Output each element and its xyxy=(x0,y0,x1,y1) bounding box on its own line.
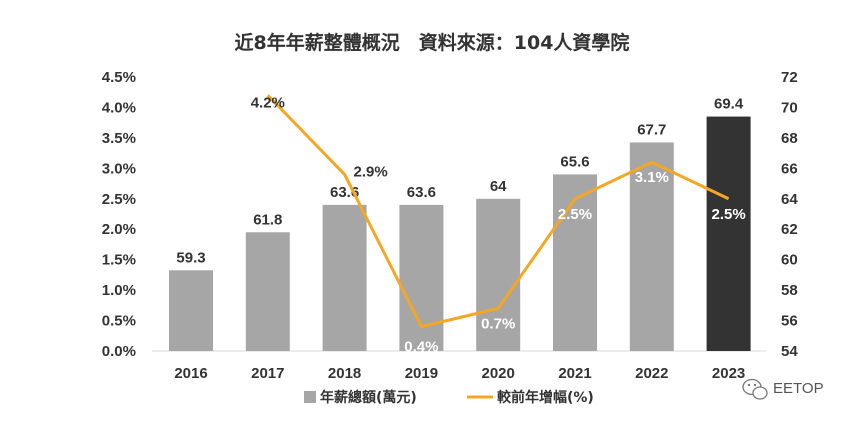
line-value-label: 4.2% xyxy=(251,94,285,111)
legend-bar-swatch xyxy=(304,391,316,403)
line-value-label: 3.1% xyxy=(635,169,669,186)
line-value-label: 0.4% xyxy=(404,339,438,356)
y-right-tick: 72 xyxy=(781,69,798,86)
y-right-tick: 60 xyxy=(781,252,798,269)
y-right-tick: 54 xyxy=(781,343,798,360)
x-tick: 2020 xyxy=(482,365,515,382)
y-right-tick: 64 xyxy=(781,191,798,208)
legend-bar-label: 年薪總額(萬元) xyxy=(320,389,417,406)
line-value-label: 2.5% xyxy=(711,206,745,223)
bar xyxy=(245,232,290,351)
bar-value-label: 67.7 xyxy=(637,121,666,138)
y-left-tick: 4.0% xyxy=(102,99,136,116)
y-left-tick: 2.0% xyxy=(102,221,136,238)
bar xyxy=(169,270,213,351)
bar-value-label: 65.6 xyxy=(560,153,589,170)
line-labels: 4.2% 2.9% 0.4% 0.7% 2.5% 3.1% 2.5% xyxy=(251,94,746,355)
x-tick: 2022 xyxy=(635,365,668,382)
right-axis: 54 56 58 60 62 64 66 68 70 72 xyxy=(781,69,798,360)
legend-line-label: 較前年增幅(%) xyxy=(497,389,594,406)
y-left-tick: 3.0% xyxy=(102,160,136,177)
y-right-tick: 68 xyxy=(781,130,798,147)
bar xyxy=(476,198,521,351)
y-left-tick: 2.5% xyxy=(102,191,136,208)
bar-value-label: 59.3 xyxy=(176,249,205,266)
y-left-tick: 3.5% xyxy=(102,130,136,147)
y-right-tick: 62 xyxy=(781,221,798,238)
growth-line xyxy=(266,94,730,329)
legend: 年薪總額(萬元) 較前年增幅(%) xyxy=(304,389,594,406)
y-left-tick: 4.5% xyxy=(102,69,136,86)
y-left-tick: 1.5% xyxy=(102,252,136,269)
bar xyxy=(553,174,597,351)
watermark: EETOP xyxy=(742,378,824,400)
left-axis: 0.0% 0.5% 1.0% 1.5% 2.0% 2.5% 3.0% 3.5% 4.0% 4.5% xyxy=(102,69,136,360)
line-value-label: 0.7% xyxy=(481,315,515,332)
x-tick: 2021 xyxy=(558,365,591,382)
bar xyxy=(399,204,444,351)
x-axis: 2016 2017 2018 2019 2020 2021 2022 2023 xyxy=(174,365,745,382)
y-right-tick: 56 xyxy=(781,313,798,330)
bar-value-label: 64 xyxy=(490,178,507,195)
y-left-tick: 0.0% xyxy=(102,343,136,360)
bar xyxy=(629,142,674,351)
watermark-text: EETOP xyxy=(773,380,824,397)
x-tick: 2019 xyxy=(405,365,438,382)
bar-series xyxy=(169,116,751,351)
line-value-label: 2.9% xyxy=(353,163,387,180)
y-right-tick: 58 xyxy=(781,282,798,299)
bar xyxy=(322,204,367,351)
y-left-tick: 1.0% xyxy=(102,282,136,299)
bar-value-label: 61.8 xyxy=(253,211,282,228)
line-value-label: 2.5% xyxy=(558,206,592,223)
x-tick: 2023 xyxy=(712,365,745,382)
wechat-icon xyxy=(742,378,768,400)
x-tick: 2018 xyxy=(328,365,361,382)
bar-value-label: 69.4 xyxy=(714,96,744,113)
y-left-tick: 0.5% xyxy=(102,313,136,330)
y-right-tick: 66 xyxy=(781,160,798,177)
y-right-tick: 70 xyxy=(781,99,798,116)
bar-value-label: 63.6 xyxy=(407,184,436,201)
chart-title: 近8年年薪整體概況 資料來源：104人資學院 xyxy=(235,31,630,54)
bar xyxy=(706,116,751,351)
x-tick: 2016 xyxy=(174,365,207,382)
x-tick: 2017 xyxy=(251,365,284,382)
